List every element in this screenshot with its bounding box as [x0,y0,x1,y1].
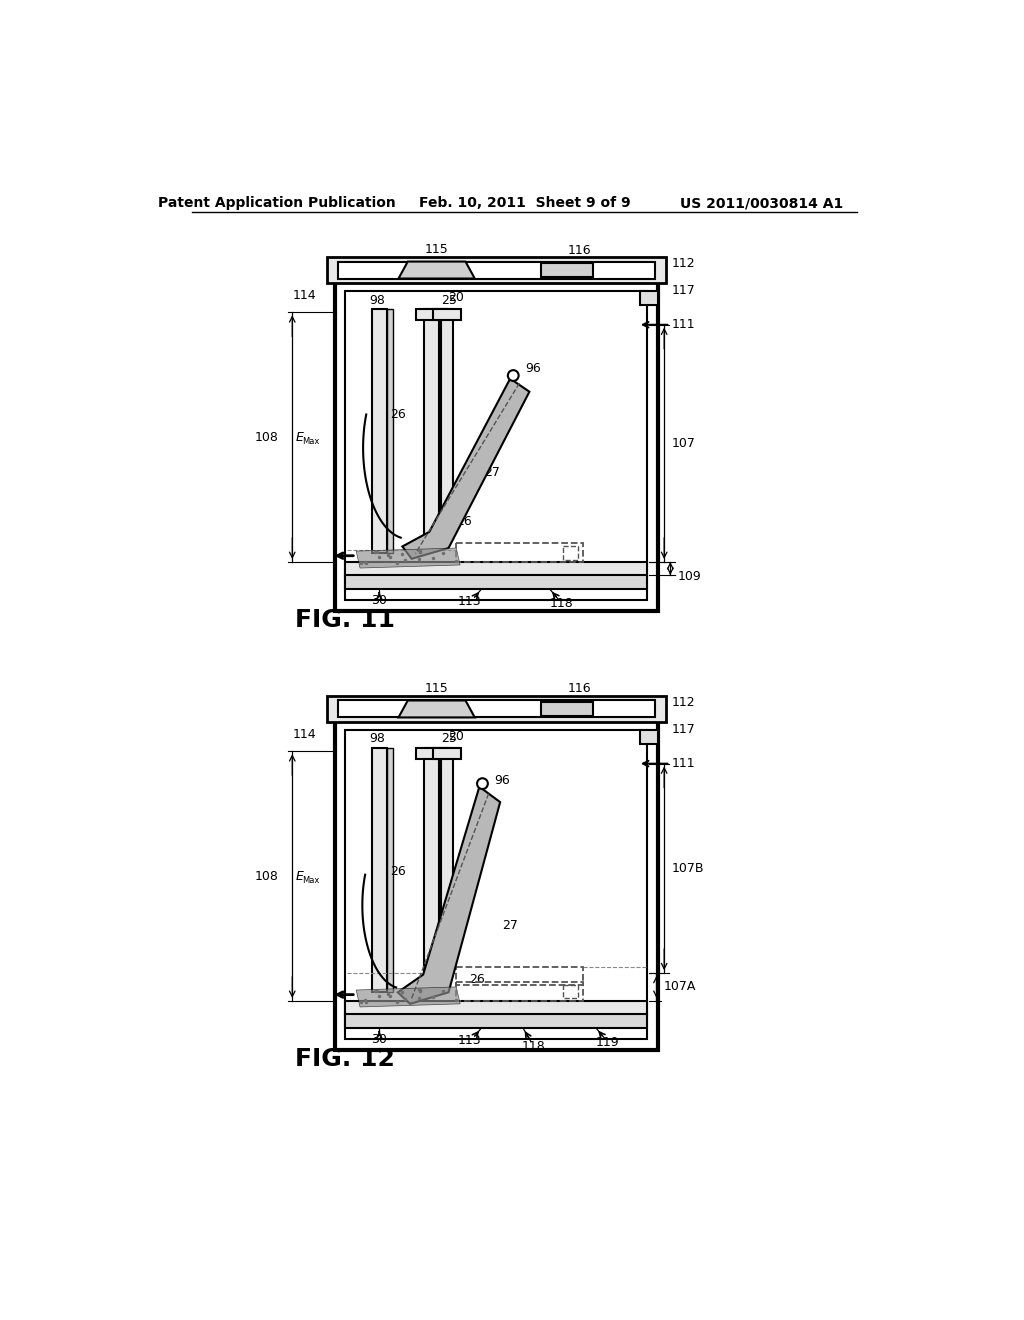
Bar [387,748,393,991]
Text: 20: 20 [449,292,464,305]
Text: FIG. 12: FIG. 12 [295,1047,394,1072]
Circle shape [508,370,518,381]
Bar [424,748,439,983]
Text: 113: 113 [458,595,481,609]
Text: 108: 108 [255,870,279,883]
Text: 118: 118 [550,597,573,610]
Bar [416,748,447,759]
Text: Feb. 10, 2011  Sheet 9 of 9: Feb. 10, 2011 Sheet 9 of 9 [419,197,631,210]
Bar [338,701,655,718]
Text: 108: 108 [255,430,279,444]
Polygon shape [356,548,460,568]
Text: 116: 116 [567,243,591,256]
Text: 109: 109 [678,570,701,583]
Bar [372,309,387,553]
Text: 114: 114 [293,727,316,741]
Bar [441,748,454,969]
Text: 112: 112 [672,696,695,709]
Text: 27: 27 [502,919,518,932]
Text: 98: 98 [369,293,385,306]
Bar [327,696,666,722]
Bar [345,1001,647,1015]
Text: 26: 26 [390,408,406,421]
Text: US 2011/0030814 A1: US 2011/0030814 A1 [680,197,844,210]
Bar [562,545,578,560]
Bar [372,748,387,991]
Bar [345,562,647,576]
Bar [541,702,593,715]
Bar [335,280,658,611]
Text: 98: 98 [369,733,385,746]
Text: 30: 30 [372,594,387,607]
Bar [345,730,647,1039]
Text: 20: 20 [449,730,464,743]
Text: 113: 113 [458,1035,481,1047]
Text: E: E [295,870,303,883]
Bar [338,261,655,279]
Bar [327,257,666,284]
Text: 118: 118 [521,1040,545,1053]
Bar [562,985,578,998]
Text: 25: 25 [440,293,457,306]
Text: Patent Application Publication: Patent Application Publication [158,197,395,210]
Bar [441,309,454,529]
Bar [345,576,647,589]
Text: 115: 115 [425,243,449,256]
Text: FIG. 11: FIG. 11 [295,609,394,632]
Bar [433,748,461,759]
Text: 115: 115 [425,681,449,694]
Bar [457,966,584,985]
Bar [416,309,447,321]
Polygon shape [398,701,475,718]
Text: 25: 25 [440,733,457,746]
Bar [640,290,658,305]
Text: 26: 26 [469,973,485,986]
Polygon shape [397,787,500,1003]
Bar [387,309,393,553]
Text: 119: 119 [596,1036,620,1049]
Circle shape [477,779,487,789]
Bar [457,982,584,1001]
Text: 116: 116 [567,682,591,696]
Text: 111: 111 [672,758,695,770]
Bar [541,263,593,277]
Text: 107A: 107A [665,981,696,994]
Text: 111: 111 [672,318,695,331]
Polygon shape [398,261,475,279]
Text: 96: 96 [495,774,510,787]
Text: 107: 107 [672,437,695,450]
Polygon shape [402,379,529,558]
Text: 117: 117 [672,723,695,737]
Text: 117: 117 [672,284,695,297]
Bar [335,719,658,1051]
Text: E: E [295,430,303,444]
Text: 26: 26 [456,515,472,528]
Bar [424,309,439,545]
Bar [433,309,461,321]
Text: Max: Max [302,876,319,886]
Bar [457,544,584,562]
Text: 112: 112 [672,256,695,269]
Bar [345,1014,647,1028]
Text: 107B: 107B [672,862,705,875]
Text: Max: Max [302,437,319,446]
Bar [345,290,647,601]
Text: 96: 96 [525,362,541,375]
Bar [640,730,658,743]
Text: 114: 114 [293,289,316,302]
Text: 30: 30 [372,1032,387,1045]
Polygon shape [356,987,460,1007]
Text: 27: 27 [484,466,501,479]
Text: 26: 26 [390,865,406,878]
